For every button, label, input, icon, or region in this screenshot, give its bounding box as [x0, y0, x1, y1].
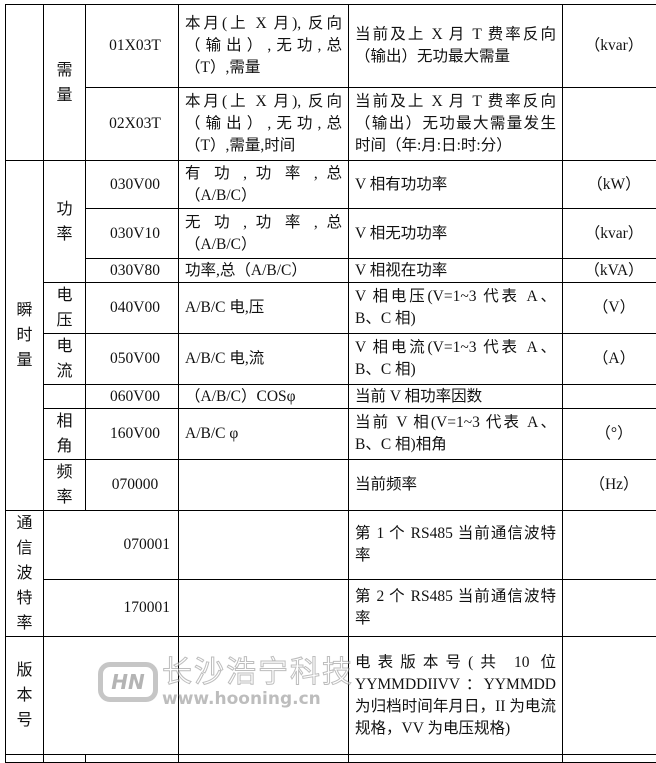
unit-cell: （°）: [563, 409, 656, 460]
code-cell: 030V80: [86, 259, 179, 283]
content-cell: 本月(上 X 月), 反向（输出）,无功,总（T）,需量: [179, 5, 349, 88]
description-cell: 第 2 个 RS485 当前通信波特率: [349, 580, 563, 637]
unit-cell: （kVA）: [563, 259, 656, 283]
code-cell: 160V00: [86, 409, 179, 460]
unit-cell: [563, 88, 656, 161]
code-cell: 070000: [86, 460, 179, 511]
description-cell: 当前频率: [349, 460, 563, 511]
subcategory-cell: 频率: [44, 460, 86, 511]
category-cell: 版本号: [6, 637, 44, 755]
subcategory-cell-label: 频率: [56, 460, 73, 510]
unit-cell: [563, 637, 656, 755]
table-row: 版本号 电表版本号(共 10 位 YYMMDDIIVV ：YYMMDD 为归档时间…: [6, 637, 656, 755]
description-cell: 当前 V 相功率因数: [349, 385, 563, 409]
code-cell: 030V00: [86, 161, 179, 209]
unit-cell: [563, 511, 656, 580]
empty-cell: [6, 755, 44, 763]
content-cell: A/B/C 电,流: [179, 334, 349, 385]
empty-cell: [563, 755, 656, 763]
category-cell: 瞬时量: [6, 161, 44, 511]
unit-cell: （kW）: [563, 161, 656, 209]
content-cell: [179, 460, 349, 511]
content-cell: 本月(上 X 月), 反向（输出）,无功,总（T）,需量,时间: [179, 88, 349, 161]
code-cell: 060V00: [86, 385, 179, 409]
description-cell: 当前及上 X 月 T 费率反向（输出）无功最大需量发生时间（年:月:日:时:分）: [349, 88, 563, 161]
description-cell: 电表版本号(共 10 位 YYMMDDIIVV ：YYMMDD 为归档时间年月日…: [349, 637, 563, 755]
code-cell: 01X03T: [86, 5, 179, 88]
category-cell: 通信波特率: [6, 511, 44, 637]
subcategory-cell-label: 电压: [56, 283, 73, 333]
empty-cell: [179, 755, 349, 763]
empty-cell: [86, 755, 179, 763]
description-cell: V 相有功功率: [349, 161, 563, 209]
description-cell: 当前 V 相(V=1~3 代表 A、B、C 相)相角: [349, 409, 563, 460]
description-cell: V 相电流(V=1~3 代表 A、B、C 相): [349, 334, 563, 385]
content-cell: [179, 511, 349, 580]
empty-cell: [44, 755, 86, 763]
unit-cell: [563, 580, 656, 637]
content-cell: A/B/C φ: [179, 409, 349, 460]
table-row: 频率 070000 当前频率（Hz）: [6, 460, 656, 511]
content-cell: 功率,总（A/B/C）: [179, 259, 349, 283]
subcategory-cell: 电流: [44, 334, 86, 385]
unit-cell: （Hz）: [563, 460, 656, 511]
empty-cell: [349, 755, 563, 763]
subcategory-cell: 电压: [44, 283, 86, 334]
unit-cell: （kvar）: [563, 5, 656, 88]
content-cell: [179, 637, 349, 755]
unit-cell: （kvar）: [563, 209, 656, 259]
subcategory-cell-label: 需量: [56, 58, 73, 108]
code-cell: 170001: [44, 580, 179, 637]
category-cell-label: 通信波特率: [16, 511, 33, 636]
code-cell: 050V00: [86, 334, 179, 385]
description-cell: V 相无功功率: [349, 209, 563, 259]
code-cell: 02X03T: [86, 88, 179, 161]
content-cell: （A/B/C）COSφ: [179, 385, 349, 409]
content-cell: 无 功 , 功 率 , 总（A/B/C）: [179, 209, 349, 259]
code-cell: 040V00: [86, 283, 179, 334]
subcategory-cell-label: 相角: [56, 409, 73, 459]
subcategory-cell: [44, 385, 86, 409]
code-cell: 070001: [44, 511, 179, 580]
category-cell: [6, 5, 44, 161]
unit-cell: [563, 385, 656, 409]
subcategory-cell-label: 电流: [56, 334, 73, 384]
description-cell: V 相视在功率: [349, 259, 563, 283]
content-cell: A/B/C 电,压: [179, 283, 349, 334]
subcategory-cell: 需量: [44, 5, 86, 161]
category-cell-label: 版本号: [16, 658, 33, 733]
code-cell: 030V10: [86, 209, 179, 259]
table-row: 170001 第 2 个 RS485 当前通信波特率: [6, 580, 656, 637]
subcategory-cell: 相角: [44, 409, 86, 460]
subcategory-cell: 功率: [44, 161, 86, 283]
description-cell: 第 1 个 RS485 当前通信波特率: [349, 511, 563, 580]
content-cell: [179, 580, 349, 637]
description-cell: V 相电压(V=1~3 代表 A、B、C 相): [349, 283, 563, 334]
subcategory-cell-label: 功率: [56, 197, 73, 247]
code-cell: [44, 637, 179, 755]
content-cell: 有 功 , 功 率 , 总（A/B/C）: [179, 161, 349, 209]
description-cell: 当前及上 X 月 T 费率反向（输出）无功最大需量: [349, 5, 563, 88]
unit-cell: （V）: [563, 283, 656, 334]
category-cell-label: 瞬时量: [16, 298, 33, 373]
unit-cell: （A）: [563, 334, 656, 385]
table-row: [6, 755, 656, 763]
